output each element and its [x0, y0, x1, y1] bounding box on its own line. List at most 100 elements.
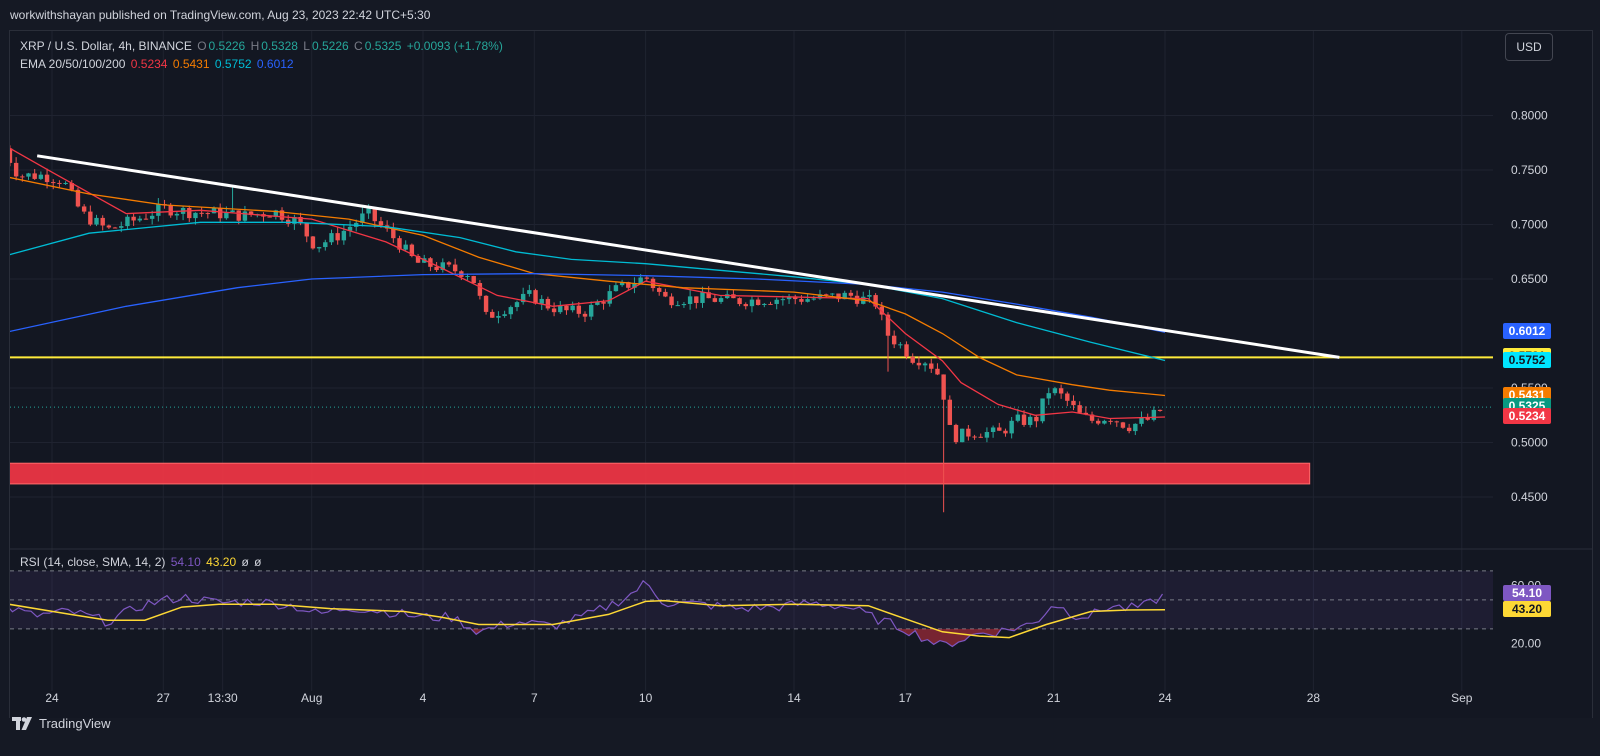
candle-body	[817, 294, 823, 299]
candle-body	[137, 218, 143, 221]
candle-body	[1102, 420, 1107, 424]
candle-body	[601, 302, 606, 304]
rsi-tag: 54.10	[1503, 584, 1551, 601]
candle-body	[279, 210, 285, 220]
candle-body	[1009, 420, 1014, 434]
time-tick-label: 27	[157, 691, 171, 705]
candle-body	[329, 233, 334, 243]
currency-button[interactable]: USD	[1505, 33, 1553, 61]
candle-body	[941, 374, 946, 400]
candle-body	[372, 208, 377, 222]
candle-body	[910, 356, 915, 363]
grid-lines	[10, 31, 1592, 691]
candle-body	[415, 255, 421, 263]
candle-body	[663, 291, 668, 297]
candle-body	[848, 292, 854, 296]
candle-body	[916, 362, 922, 366]
candle-body	[972, 436, 977, 438]
candle-body	[997, 427, 1002, 431]
candle-body	[582, 313, 588, 317]
candle-body	[613, 285, 619, 292]
candle-body	[712, 298, 718, 302]
candle-body	[564, 305, 569, 311]
rsi-empty-1: ø	[241, 555, 249, 569]
candle-body	[1133, 423, 1138, 432]
candle-body	[44, 174, 50, 183]
candle-body	[885, 314, 891, 336]
tradingview-logo[interactable]: TradingView	[12, 716, 111, 731]
close-label: C	[354, 39, 363, 53]
candle-body	[990, 427, 996, 433]
time-tick-label: 24	[1158, 691, 1172, 705]
candle-body	[38, 174, 44, 179]
time-tick-label: 4	[420, 691, 427, 705]
candle-body	[119, 226, 124, 228]
time-tick-label: 10	[639, 691, 653, 705]
ema-label: EMA 20/50/100/200	[20, 57, 126, 71]
candle-body	[26, 173, 31, 177]
candle-body	[1077, 405, 1082, 413]
time-tick-label: 21	[1047, 691, 1061, 705]
candle-body	[520, 293, 526, 303]
candle-body	[63, 183, 68, 185]
open-value: 0.5226	[208, 39, 246, 53]
candle-body	[755, 299, 761, 306]
candle-body	[545, 298, 551, 309]
candle-body	[298, 217, 303, 224]
candle-body	[619, 282, 625, 286]
candle-body	[947, 399, 953, 425]
high-label: H	[250, 39, 260, 53]
candle-body	[1089, 414, 1095, 421]
candle-body	[51, 182, 56, 184]
ema-legend[interactable]: EMA 20/50/100/200 0.5234 0.5431 0.5752 0…	[20, 57, 296, 71]
candle-body	[168, 205, 173, 216]
candle-body	[687, 296, 693, 305]
time-tick-label: 28	[1307, 691, 1321, 705]
candle-body	[830, 293, 835, 295]
candle-body	[1157, 409, 1163, 411]
candle-body	[1139, 417, 1144, 424]
candle-body	[131, 216, 136, 221]
candle-body	[323, 242, 328, 248]
candle-body	[588, 304, 594, 317]
candle-body	[248, 211, 254, 215]
price-tick-label: 0.7000	[1511, 218, 1548, 232]
time-tick-label: Aug	[301, 691, 322, 705]
ema-line-20	[10, 147, 1166, 420]
candle-body	[966, 428, 971, 437]
candle-body	[94, 217, 99, 225]
candle-body	[539, 298, 544, 304]
rsi-oversold-fill	[468, 628, 1022, 647]
candle-body	[452, 264, 458, 272]
ema-line-200	[10, 272, 1166, 333]
price-tag: 0.5234	[1503, 407, 1551, 424]
candle-body	[273, 210, 279, 217]
publisher-text: workwithshayan published on TradingView.…	[10, 8, 431, 22]
candle-body	[149, 215, 155, 219]
price-tick-label: 0.7500	[1511, 163, 1548, 177]
candle-body	[292, 217, 297, 224]
rsi-sma-value: 43.20	[206, 555, 237, 569]
rsi-legend[interactable]: RSI (14, close, SMA, 14, 2) 54.10 43.20 …	[20, 555, 264, 569]
candle-body	[465, 276, 470, 278]
candle-body	[193, 212, 198, 219]
candle-body	[57, 182, 62, 184]
time-tick-label: 14	[787, 691, 801, 705]
price-tick-label: 0.4500	[1511, 490, 1548, 504]
candle-body	[1028, 416, 1033, 425]
candle-body	[217, 208, 223, 219]
chart-frame[interactable]: 0.80000.75000.70000.65000.55000.50000.45…	[9, 30, 1593, 720]
chart-canvas[interactable]: 0.80000.75000.70000.65000.55000.50000.45…	[10, 31, 1592, 719]
price-tick-label: 0.8000	[1511, 109, 1548, 123]
candle-body	[88, 211, 93, 225]
candle-body	[205, 213, 211, 215]
candle-body	[10, 148, 13, 163]
demand-zone-rect	[10, 462, 1311, 485]
candle-body	[502, 314, 507, 316]
candle-body	[743, 304, 748, 307]
candle-body	[935, 368, 940, 375]
candle-body	[959, 428, 965, 443]
candle-body	[1034, 416, 1039, 422]
candle-body	[316, 247, 322, 249]
open-label: O	[197, 39, 207, 53]
